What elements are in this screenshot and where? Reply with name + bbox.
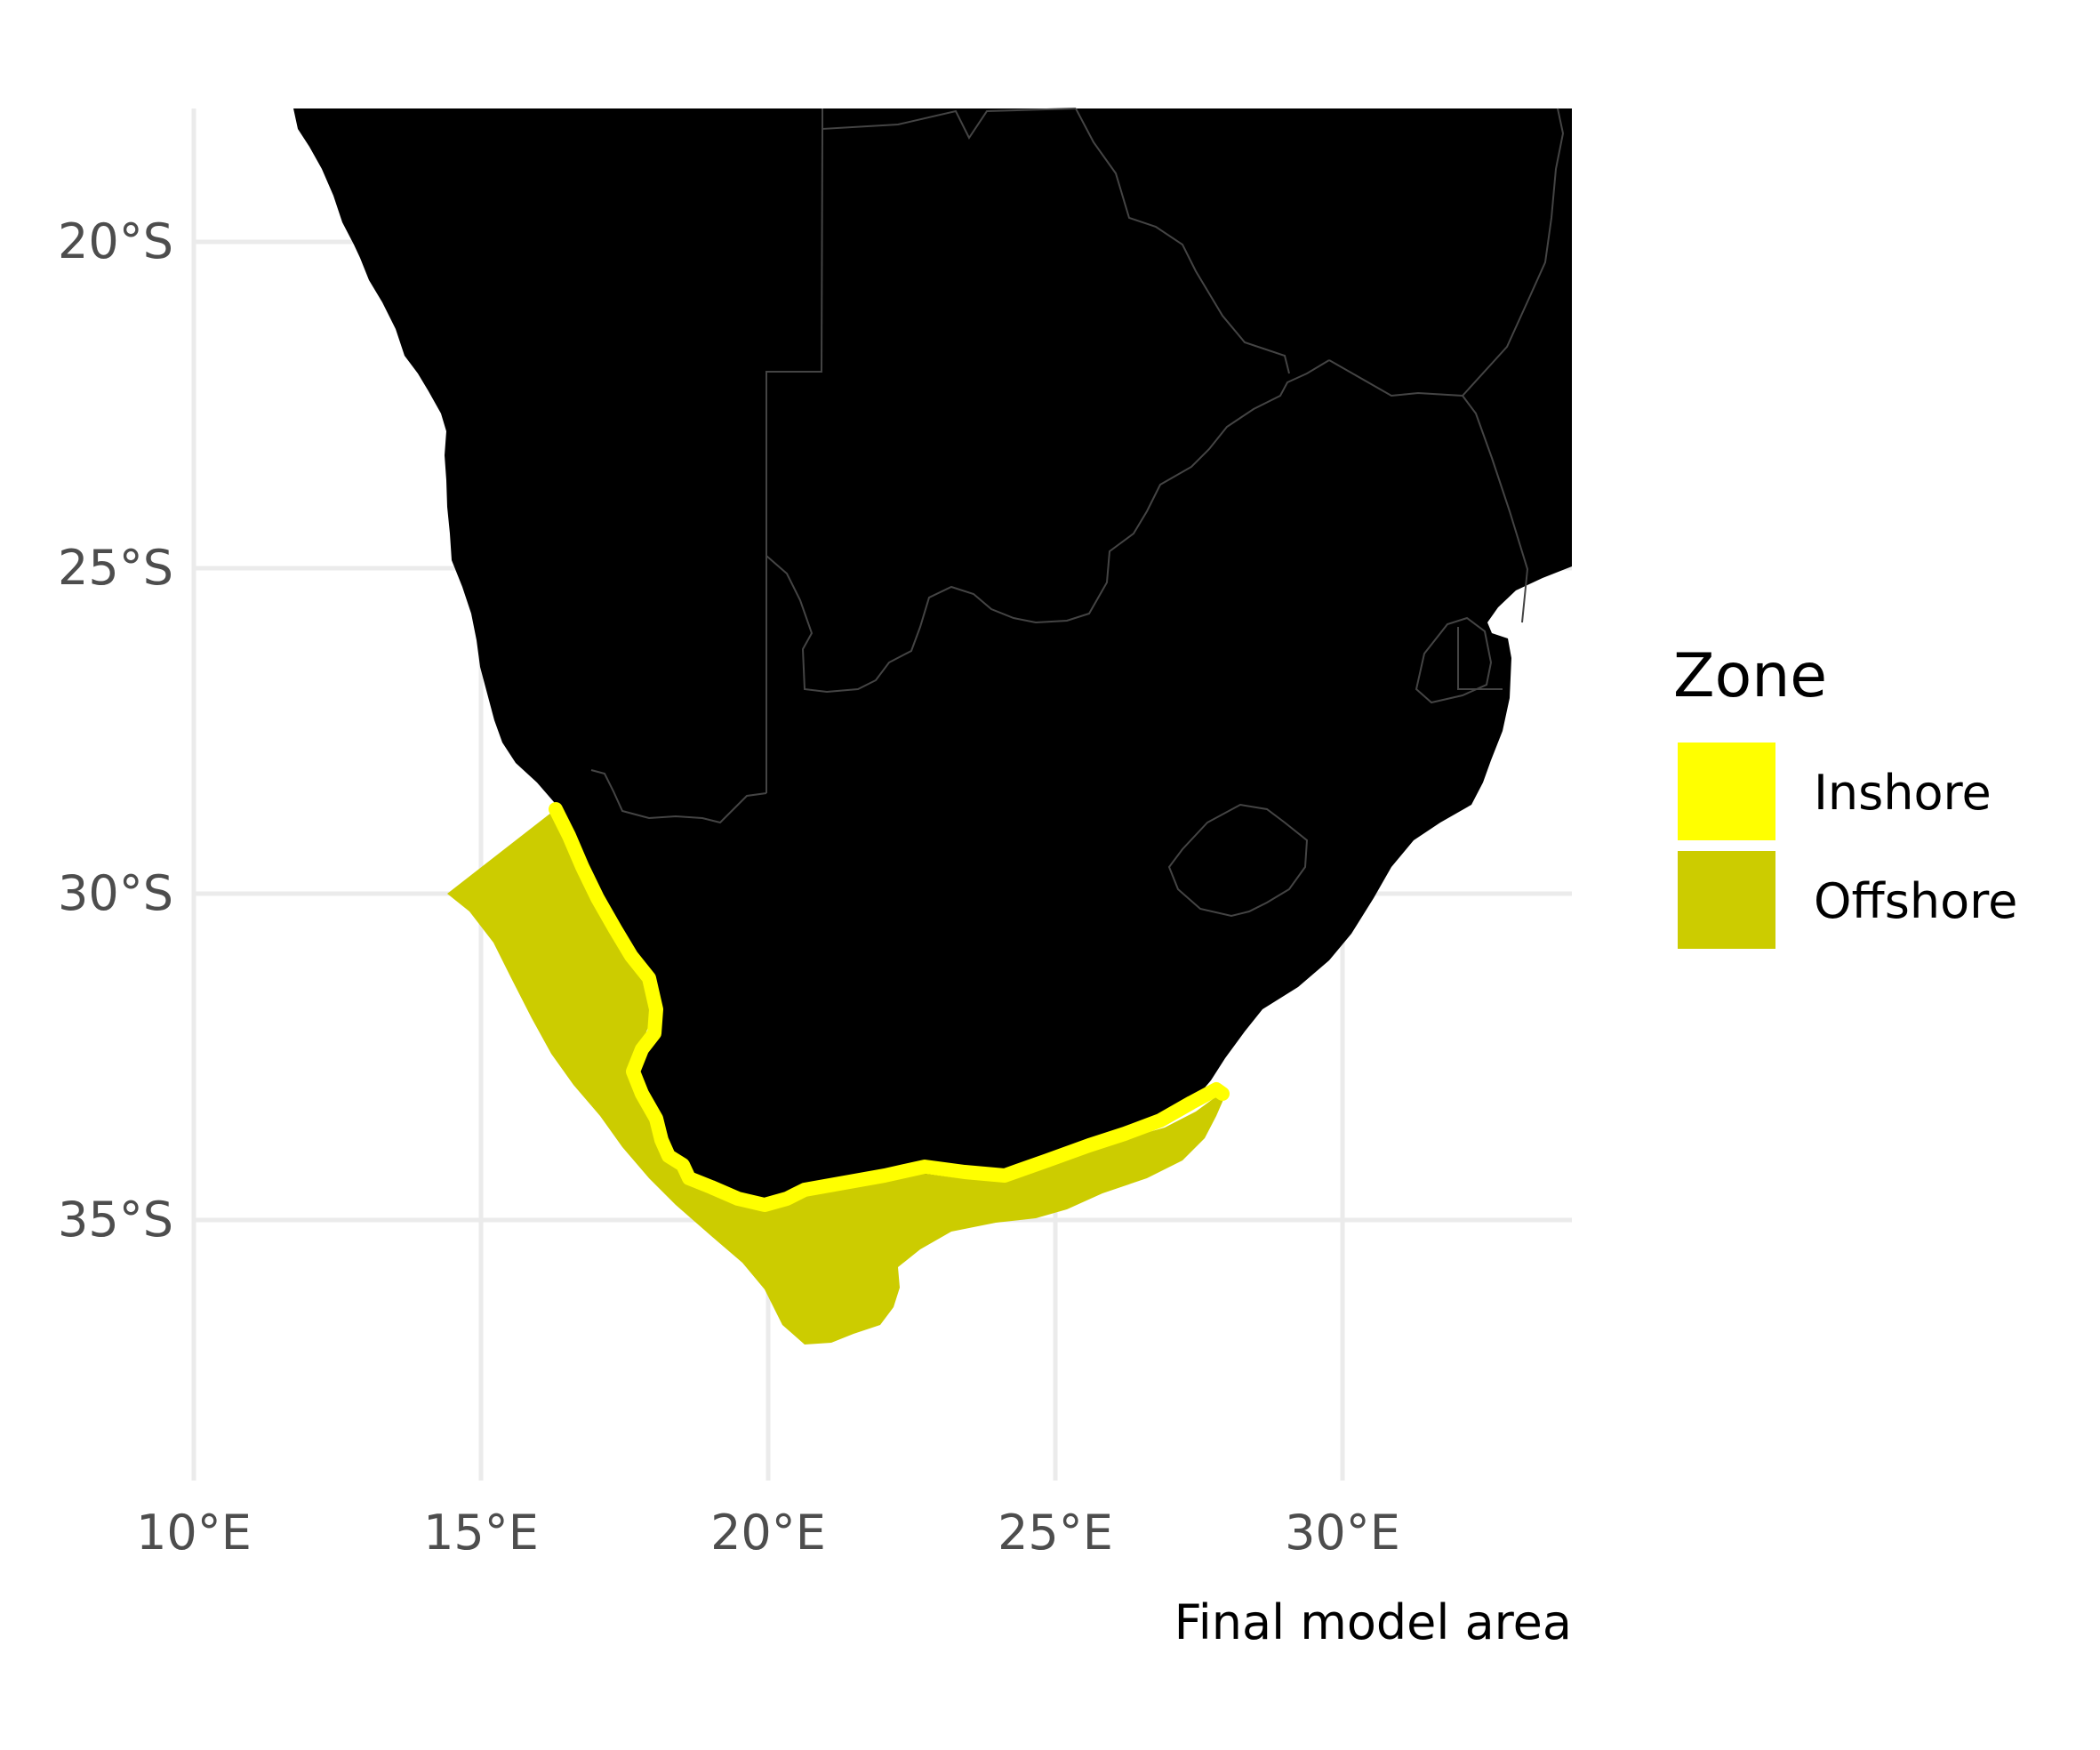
map-caption: Final model area xyxy=(1174,1594,1572,1650)
y-tick-25s: 25°S xyxy=(58,540,173,596)
legend-swatch-inshore xyxy=(1678,743,1775,840)
border-namibia-east xyxy=(765,128,823,793)
legend: Zone Inshore Offshore xyxy=(1673,641,2017,949)
border-zim-moz xyxy=(1462,108,1565,397)
y-tick-20s: 20°S xyxy=(58,213,173,269)
x-axis-labels: 10°E 15°E 20°E 25°E 30°E xyxy=(136,1505,1400,1561)
landmass xyxy=(293,108,1572,1205)
y-tick-30s: 30°S xyxy=(58,865,173,921)
country-borders xyxy=(590,108,1565,918)
border-zimbabwe xyxy=(1075,108,1290,374)
x-tick-15e: 15°E xyxy=(423,1505,539,1561)
x-tick-25e: 25°E xyxy=(998,1505,1113,1561)
y-tick-35s: 35°S xyxy=(58,1192,173,1248)
border-botswana-southafrica xyxy=(765,359,1330,694)
border-lesotho xyxy=(1167,803,1309,918)
border-eswatini xyxy=(1415,616,1493,704)
border-orange-river xyxy=(590,769,767,824)
legend-label-offshore: Offshore xyxy=(1814,873,2017,929)
border-moz-south xyxy=(1457,627,1503,690)
legend-title: Zone xyxy=(1673,641,1827,711)
x-tick-30e: 30°E xyxy=(1285,1505,1400,1561)
legend-swatch-offshore xyxy=(1678,851,1775,949)
x-tick-10e: 10°E xyxy=(136,1505,252,1561)
border-mozambique xyxy=(1328,359,1529,623)
x-tick-20e: 20°E xyxy=(710,1505,826,1561)
zone-inshore-band xyxy=(549,802,1230,1212)
zone-offshore-area xyxy=(447,809,1225,1345)
legend-label-inshore: Inshore xyxy=(1814,765,1992,821)
y-axis-labels: 20°S 25°S 30°S 35°S xyxy=(58,213,173,1248)
